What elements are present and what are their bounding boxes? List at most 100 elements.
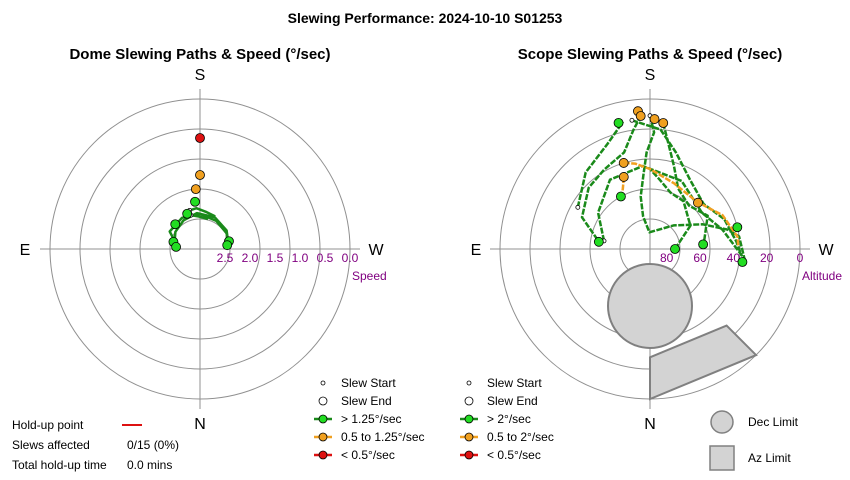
dome-chart-title: Dome Slewing Paths & Speed (°/sec) — [69, 46, 330, 63]
scope-slew-path — [639, 115, 746, 260]
legend-label: Slew Start — [487, 376, 542, 390]
legend-marker-az-limit — [709, 445, 735, 471]
scope-limits — [607, 263, 758, 401]
legend-marker-slew-start — [320, 380, 326, 386]
dome-tick-label: 0.5 — [317, 251, 334, 265]
scope-radial-ticks: 80 60 40 20 0 — [660, 251, 804, 265]
legend-label: > 2°/sec — [487, 412, 531, 426]
scope-slew-start — [575, 204, 581, 210]
dome-slew-end-point — [222, 240, 233, 251]
scope-slew-end-point — [698, 239, 709, 250]
legend-label: Az Limit — [748, 451, 791, 465]
holdup-point-label: Hold-up point — [12, 418, 84, 432]
dome-dir-bottom: N — [194, 416, 206, 433]
legend-label: > 1.25°/sec — [341, 412, 402, 426]
dome-slew-path — [190, 213, 209, 221]
scope-slew-end-point — [618, 172, 629, 182]
dome-slew-end-point — [195, 133, 205, 143]
legend-marker-dot — [464, 414, 474, 424]
limits-legend: Dec Limit Az Limit — [709, 410, 799, 471]
scope-slew-end-point — [618, 158, 629, 168]
scope-tick-label: 40 — [727, 251, 741, 265]
scope-dir-left: E — [471, 242, 482, 259]
scope-chart-title: Scope Slewing Paths & Speed (°/sec) — [518, 46, 782, 63]
dome-dir-left: E — [20, 242, 31, 259]
dome-dir-right: W — [368, 242, 384, 259]
dome-paths — [168, 206, 230, 250]
legend-marker-slew-end — [464, 396, 474, 406]
scope-slew-end-point — [616, 191, 626, 202]
scope-slew-path — [661, 122, 709, 248]
dome-legend: Slew Start Slew End > 1.25°/sec 0.5 to 1.25… — [314, 376, 425, 462]
dome-slew-end-point — [171, 242, 181, 252]
dome-tick-label: 2.0 — [242, 251, 259, 265]
scope-slew-end-point — [732, 222, 743, 233]
legend-marker-slew-start — [466, 380, 472, 386]
legend-marker-slew-end — [318, 396, 328, 406]
legend-label: Slew End — [487, 394, 538, 408]
scope-tick-label: 0 — [797, 251, 804, 265]
figure-title: Slewing Performance: 2024-10-10 S01253 — [288, 10, 563, 26]
scope-slew-path — [649, 168, 692, 250]
scope-slew-end-point — [658, 118, 669, 128]
legend-marker-dot — [464, 432, 474, 442]
legend-marker-dot — [318, 450, 328, 460]
scope-slew-end-point — [593, 236, 604, 247]
scope-dir-top: S — [645, 67, 656, 84]
holdup-affected-label: Slews affected — [12, 438, 90, 452]
dome-points — [168, 133, 234, 252]
scope-tick-label: 60 — [693, 251, 707, 265]
scope-slew-path — [596, 164, 745, 258]
legend-label: < 0.5°/sec — [487, 448, 541, 462]
holdup-affected-value: 0/15 (0%) — [127, 438, 179, 452]
az-limit-shape — [649, 324, 758, 401]
legend-label: 0.5 to 1.25°/sec — [341, 430, 425, 444]
dome-slew-path — [189, 206, 216, 218]
scope-slew-end-point — [635, 111, 646, 121]
dome-tick-label: 2.5 — [217, 251, 234, 265]
scope-slew-path — [580, 115, 642, 241]
holdup-total-label: Total hold-up time — [12, 458, 107, 472]
scope-slew-end-point — [693, 197, 703, 208]
scope-slew-start — [629, 117, 635, 123]
holdup-total-value: 0.0 mins — [127, 458, 172, 472]
scope-dir-right: W — [818, 242, 834, 259]
dome-slew-end-point — [190, 184, 201, 195]
scope-slew-end-point — [670, 244, 680, 254]
dome-chart: Dome Slewing Paths & Speed (°/sec) S N E… — [20, 46, 387, 433]
legend-label: Dec Limit — [748, 415, 799, 429]
dome-dir-top: S — [195, 67, 206, 84]
dome-tick-label: 0.0 — [342, 251, 359, 265]
scope-slew-path — [576, 121, 625, 208]
scope-paths — [575, 113, 746, 260]
legend-label: Slew Start — [341, 376, 396, 390]
legend-marker-dot — [464, 450, 474, 460]
legend-label: < 0.5°/sec — [341, 448, 395, 462]
scope-radial-label: Altitude — [802, 269, 842, 283]
dome-tick-label: 1.5 — [267, 251, 284, 265]
scope-slew-end-point — [649, 114, 660, 124]
legend-marker-dot — [318, 414, 328, 424]
dome-slew-end-point — [190, 196, 200, 207]
scope-slew-path — [631, 119, 743, 256]
scope-tick-label: 20 — [760, 251, 774, 265]
scope-legend: Slew Start Slew End > 2°/sec 0.5 to 2°/sec <… — [460, 376, 554, 462]
legend-label: Slew End — [341, 394, 392, 408]
dome-radial-ticks: 2.5 2.0 1.5 1.0 0.5 0.0 — [217, 251, 359, 265]
dome-radial-label: Speed — [352, 269, 387, 283]
scope-slew-end-point — [613, 117, 624, 128]
dec-limit-shape — [607, 263, 693, 349]
scope-tick-label: 80 — [660, 251, 674, 265]
scope-slew-path — [623, 161, 740, 247]
holdup-info: Hold-up point Slews affected 0/15 (0%) T… — [12, 418, 179, 472]
legend-marker-dot — [318, 432, 328, 442]
legend-marker-dec-limit — [710, 410, 734, 434]
scope-dir-bottom: N — [644, 416, 656, 433]
scope-slew-end-point — [737, 257, 748, 267]
dome-slew-end-point — [195, 170, 205, 180]
dome-slew-end-point — [170, 219, 181, 230]
dome-slew-path — [173, 211, 230, 245]
scope-chart: Scope Slewing Paths & Speed (°/sec) S N … — [471, 46, 843, 433]
dome-tick-label: 1.0 — [292, 251, 309, 265]
